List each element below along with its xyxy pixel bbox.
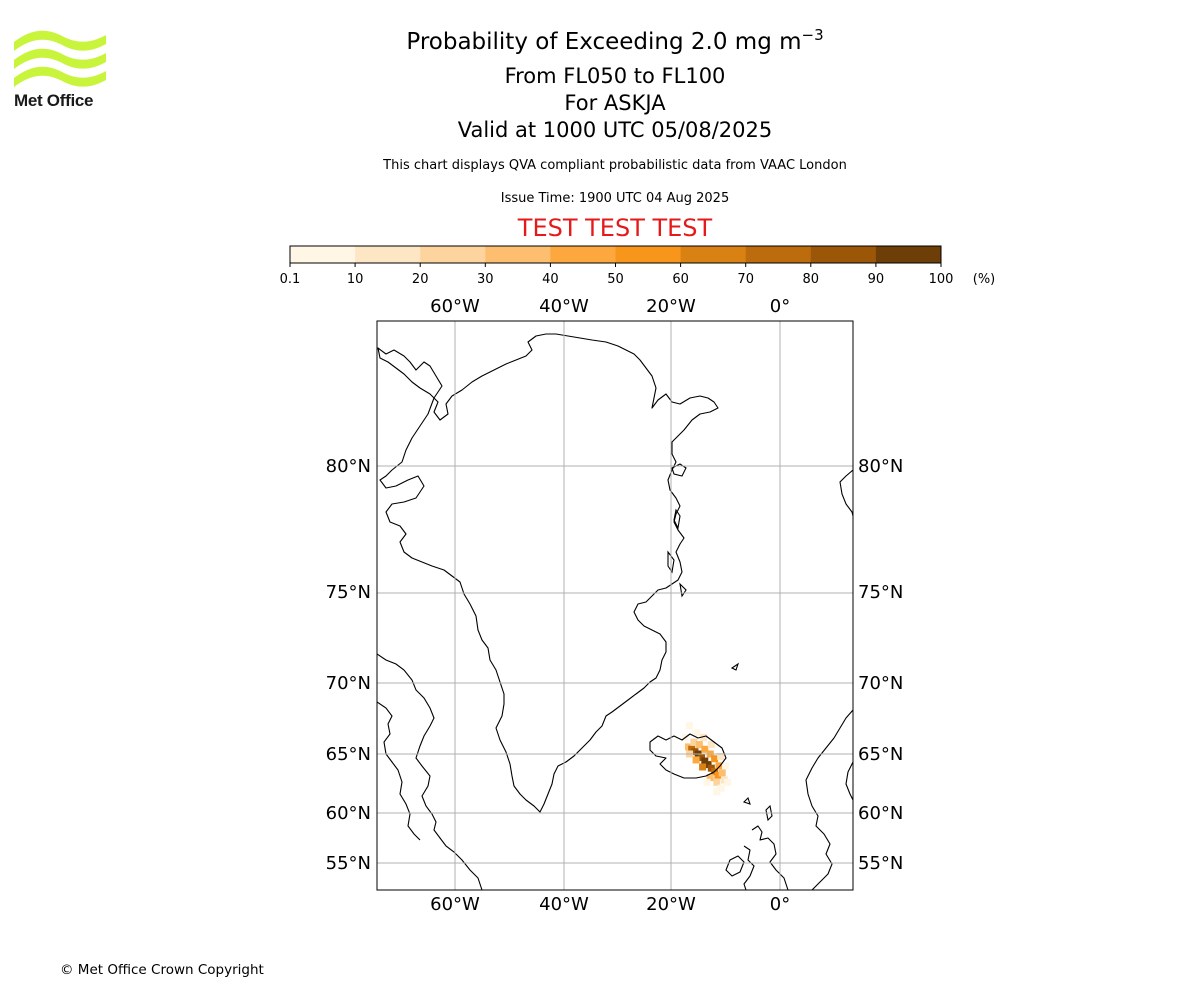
plume-cell	[701, 757, 709, 765]
colorbar-swatch	[745, 246, 812, 263]
uk-coastline	[725, 825, 789, 890]
colorbar-tick-label: 20	[412, 272, 429, 287]
plume-cell	[686, 722, 694, 730]
colorbar-swatch	[355, 246, 421, 263]
subtitle-levels: From FL050 to FL100	[504, 64, 726, 88]
colorbar-swatch	[615, 246, 682, 263]
plume-cell	[701, 745, 709, 753]
lon-label-bottom: 40°W	[539, 894, 589, 915]
lat-label-right: 75°N	[858, 582, 903, 603]
colorbar-tick-label: 0.1	[280, 272, 301, 287]
island-coastline	[667, 463, 740, 671]
colorbar-tick-label: 40	[542, 272, 559, 287]
plume-cell	[713, 788, 721, 796]
plume-cell	[692, 756, 700, 764]
colorbar-tick-label: 60	[672, 272, 689, 287]
chart-title: Probability of Exceeding 2.0 mg m−3	[0, 27, 1200, 57]
norway-coastline	[805, 709, 853, 890]
plume-cell	[700, 733, 708, 741]
met-office-logo: Met Office	[14, 30, 106, 112]
copyright-notice: © Met Office Crown Copyright	[60, 962, 264, 978]
colorbar-unit: (%)	[973, 272, 996, 287]
faroe-coastline	[742, 796, 751, 805]
plume-cell	[690, 738, 698, 746]
colorbar-swatch	[290, 246, 356, 263]
svalbard-coastline	[839, 469, 853, 517]
plume-cell	[714, 771, 722, 779]
chart-description: This chart displays QVA compliant probab…	[383, 158, 847, 173]
colorbar-tick-label: 100	[929, 272, 954, 287]
iceland-coastline	[649, 733, 727, 779]
colorbar-tick-label: 80	[803, 272, 820, 287]
met-office-waves-icon	[14, 30, 106, 87]
colorbar-tick-label: 70	[737, 272, 754, 287]
lat-label-right: 80°N	[858, 456, 903, 477]
lat-label-right: 70°N	[858, 673, 903, 694]
lon-label-top: 20°W	[646, 296, 696, 317]
subtitle-volcano: For ASKJA	[564, 91, 666, 115]
lat-label-left: 60°N	[326, 803, 371, 824]
plume-cell	[724, 778, 732, 786]
plume-cell	[707, 764, 715, 772]
colorbar-swatch	[810, 246, 877, 263]
colorbar-swatch	[875, 246, 942, 263]
lon-label-bottom: 20°W	[646, 894, 696, 915]
lat-label-left: 55°N	[326, 853, 371, 874]
colorbar-swatch	[680, 246, 747, 263]
lon-label-top: 60°W	[430, 296, 480, 317]
map-frame	[376, 320, 854, 891]
colorbar-tick-label: 50	[607, 272, 624, 287]
canada-coastline	[377, 653, 483, 890]
colorbar-swatch	[420, 246, 486, 263]
colorbar-swatch	[550, 246, 616, 263]
map-frame-bg	[377, 321, 853, 890]
test-banner: TEST TEST TEST	[517, 214, 713, 242]
plume-cell	[698, 754, 706, 762]
plume-cell	[699, 763, 707, 771]
plume-cell	[715, 762, 723, 770]
lat-label-left: 80°N	[326, 456, 371, 477]
shetland-coastline	[765, 804, 773, 822]
plume-cell	[717, 752, 725, 760]
lat-label-left: 65°N	[326, 744, 371, 765]
lat-label-left: 75°N	[326, 582, 371, 603]
met-office-logo-text: Met Office	[14, 91, 94, 110]
plume-cell	[722, 762, 729, 770]
lon-label-top: 40°W	[539, 296, 589, 317]
plume-cell	[717, 784, 725, 792]
issue-time: Issue Time: 1900 UTC 04 Aug 2025	[500, 191, 730, 206]
colorbar: 0.1 10 20 30 40 50 60 70 80 90 100 (%)	[280, 245, 996, 287]
chart-title-superscript: −3	[801, 26, 824, 44]
greenland-coastline	[377, 333, 719, 813]
subtitle-valid-time: Valid at 1000 UTC 05/08/2025	[457, 118, 773, 142]
plume-cell	[704, 761, 712, 769]
plume-cell	[713, 778, 721, 786]
lat-label-right: 65°N	[858, 744, 903, 765]
lon-label-bottom: 0°	[770, 894, 790, 915]
plume-cell	[718, 769, 726, 777]
chart-title-text: Probability of Exceeding 2.0 mg m	[406, 29, 802, 55]
plume-cell	[695, 741, 703, 749]
lat-label-right: 60°N	[858, 803, 903, 824]
colorbar-tick-label: 90	[868, 272, 885, 287]
plume-cell	[711, 755, 719, 763]
lat-label-right: 55°N	[858, 853, 903, 874]
colorbar-tick-label: 30	[477, 272, 494, 287]
map-gridlines	[377, 321, 853, 890]
colorbar-tick-label: 10	[347, 272, 364, 287]
colorbar-swatch	[485, 246, 551, 263]
lat-label-left: 70°N	[326, 673, 371, 694]
plume-cell	[693, 729, 701, 737]
lon-label-top: 0°	[770, 296, 790, 317]
plume-cell	[703, 778, 711, 786]
plume-cell	[706, 774, 714, 782]
map: 60°W 40°W 20°W 0° 60°W 40°W 20°W 0° 80°N…	[326, 296, 904, 915]
plume-cell	[707, 741, 715, 749]
lon-label-bottom: 60°W	[430, 894, 480, 915]
